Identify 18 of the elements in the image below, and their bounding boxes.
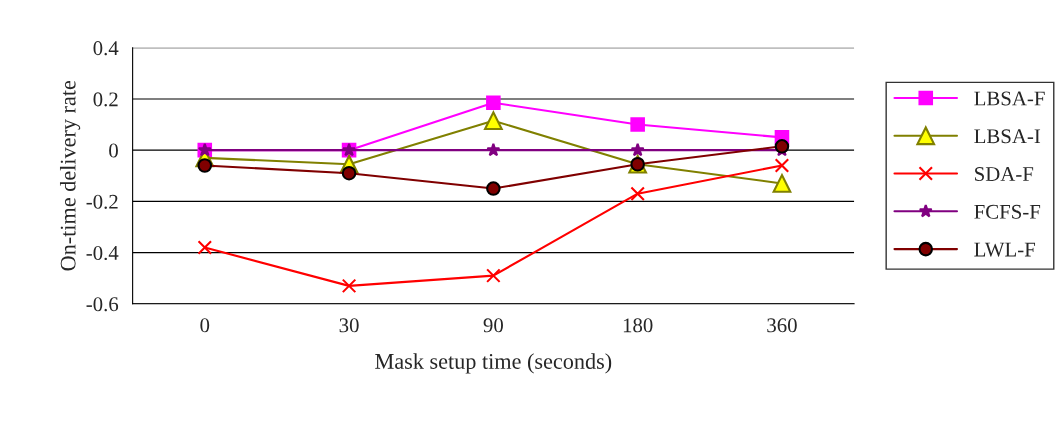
y-tick-label: -0.4 [86, 245, 119, 261]
y-tick-label: 0.4 [93, 41, 119, 56]
legend-label: LBSA-F [974, 91, 1045, 106]
legend-label: LBSA-I [974, 129, 1041, 144]
y-tick-label: 0.2 [93, 92, 118, 107]
x-tick-label: 0 [200, 318, 210, 333]
x-tick-label: 30 [339, 318, 359, 333]
y-tick-label: 0 [109, 143, 118, 158]
x-tick-label: 360 [767, 318, 797, 333]
y-axis-title: On-time delivery rate [59, 80, 81, 271]
x-tick-label: 180 [623, 318, 653, 333]
legend-label: SDA-F [975, 167, 1034, 182]
legend-label: FCFS-F [974, 204, 1041, 219]
legend-label: LWL-F [974, 242, 1036, 257]
y-tick-label: -0.2 [86, 194, 118, 209]
x-tick-label: 90 [483, 318, 503, 333]
y-tick-label: -0.6 [86, 297, 119, 312]
x-axis-title: Mask setup time (seconds) [375, 353, 612, 374]
